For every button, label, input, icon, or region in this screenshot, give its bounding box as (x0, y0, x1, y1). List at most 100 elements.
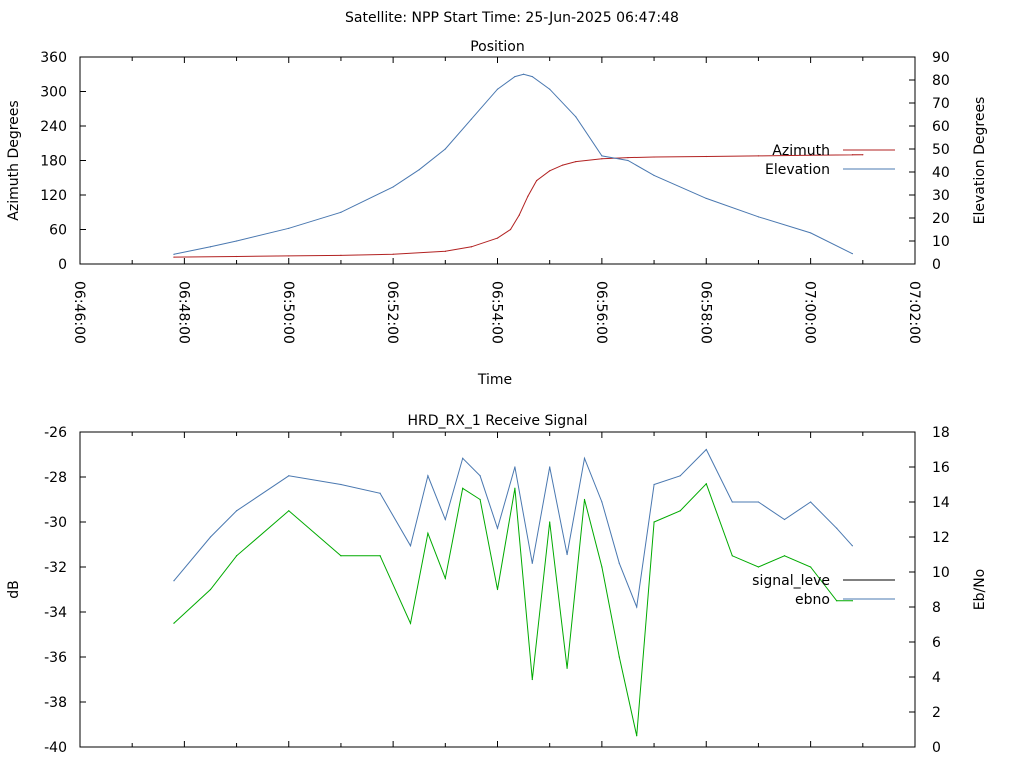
data-point (531, 75, 533, 78)
data-point (444, 577, 446, 579)
data-point (851, 253, 853, 255)
data-point (288, 227, 290, 229)
data-point (235, 510, 238, 512)
data-point (444, 250, 446, 252)
y-left-tick-label: 0 (58, 257, 67, 273)
data-point (783, 518, 786, 521)
legend-label: signal_leve (752, 573, 830, 589)
data-point (209, 246, 212, 248)
data-point (601, 158, 603, 160)
chart-title: HRD_RX_1 Receive Signal (408, 413, 588, 429)
data-point (575, 116, 577, 118)
legend-label: Azimuth (772, 143, 830, 159)
y-right-tick-label: 30 (932, 188, 950, 204)
data-point (409, 622, 412, 624)
legend-label: ebno (795, 592, 830, 608)
x-tick-label: 06:58:00 (697, 281, 713, 344)
x-tick-label: 06:46:00 (71, 281, 87, 344)
data-point (862, 154, 864, 156)
y-right-tick-label: 6 (932, 635, 941, 651)
y-left-tick-label: 180 (40, 154, 67, 170)
data-point (601, 501, 603, 503)
data-point (731, 555, 733, 557)
y-left-tick-label: -40 (44, 740, 67, 756)
data-point (575, 161, 577, 163)
y-right-tick-label: 0 (932, 740, 941, 756)
data-point (653, 521, 655, 523)
y-right-tick-label: 12 (932, 530, 950, 546)
data-point (288, 510, 290, 512)
series-line-azimuth (173, 154, 863, 258)
data-point (549, 521, 551, 523)
y-left-axis-label: dB (6, 580, 22, 599)
y-right-tick-label: 80 (932, 73, 950, 89)
data-point (705, 483, 707, 485)
x-tick-label: 06:48:00 (175, 281, 191, 344)
y-right-tick-label: 18 (932, 425, 950, 441)
data-point (679, 475, 681, 477)
data-point (418, 169, 420, 171)
data-point (757, 216, 760, 218)
data-point (496, 527, 499, 529)
data-point (705, 448, 707, 451)
data-point (531, 678, 533, 681)
x-axis-label: Time (477, 372, 512, 388)
chart-2: HRD_RX_1 Receive Signal -40 -38 -36 -34 -32 -3… (6, 413, 988, 756)
plots-group: Position06012018024030036001020304050607… (6, 39, 988, 756)
data-point (851, 600, 853, 602)
data-point (527, 195, 529, 197)
data-point (583, 457, 586, 459)
y-right-tick-label: 90 (932, 50, 950, 66)
data-point (496, 237, 499, 239)
data-point (636, 735, 638, 737)
data-point (235, 555, 238, 557)
y-right-tick-label: 4 (932, 670, 941, 686)
x-tick-label: 07:02:00 (906, 281, 922, 344)
data-point (636, 606, 638, 608)
y-left-axis-label: Azimuth Degrees (6, 100, 22, 220)
data-point (173, 253, 175, 255)
chart-title: Position (470, 39, 525, 55)
data-point (235, 240, 238, 242)
y-right-tick-label: 16 (932, 460, 950, 476)
data-point (757, 501, 760, 503)
data-point (851, 154, 853, 156)
y-left-tick-label: -36 (44, 650, 67, 666)
data-point (340, 211, 342, 213)
data-point (653, 174, 655, 177)
y-right-tick-label: 20 (932, 211, 950, 227)
main-title: Satellite: NPP Start Time: 25-Jun-2025 0… (345, 10, 679, 26)
y-left-tick-label: 300 (40, 85, 67, 101)
legend-label: Elevation (765, 162, 830, 178)
data-point (444, 148, 446, 150)
data-point (601, 155, 603, 157)
data-point (618, 656, 620, 658)
data-point (810, 154, 812, 156)
data-point (653, 483, 655, 486)
x-tick-label: 07:00:00 (802, 281, 818, 344)
y-left-tick-label: -34 (44, 605, 67, 621)
data-point (444, 518, 446, 521)
data-point (810, 566, 812, 568)
data-point (409, 545, 412, 547)
data-point (627, 157, 629, 159)
data-point (173, 622, 175, 624)
data-point (209, 536, 212, 538)
data-point (549, 466, 551, 468)
data-point (496, 588, 499, 591)
y-right-axis-label: Eb/No (972, 569, 988, 611)
data-point (549, 88, 551, 90)
data-point (288, 475, 290, 477)
data-point (783, 555, 786, 557)
plot-frame (79, 56, 916, 265)
data-point (518, 214, 520, 216)
data-point (379, 555, 381, 557)
y-right-tick-label: 50 (932, 142, 950, 158)
data-point (836, 527, 838, 529)
y-left-tick-label: 240 (40, 119, 67, 135)
data-point (627, 159, 629, 162)
data-point (618, 562, 620, 564)
y-right-tick-label: 10 (932, 565, 950, 581)
data-point (340, 254, 342, 256)
